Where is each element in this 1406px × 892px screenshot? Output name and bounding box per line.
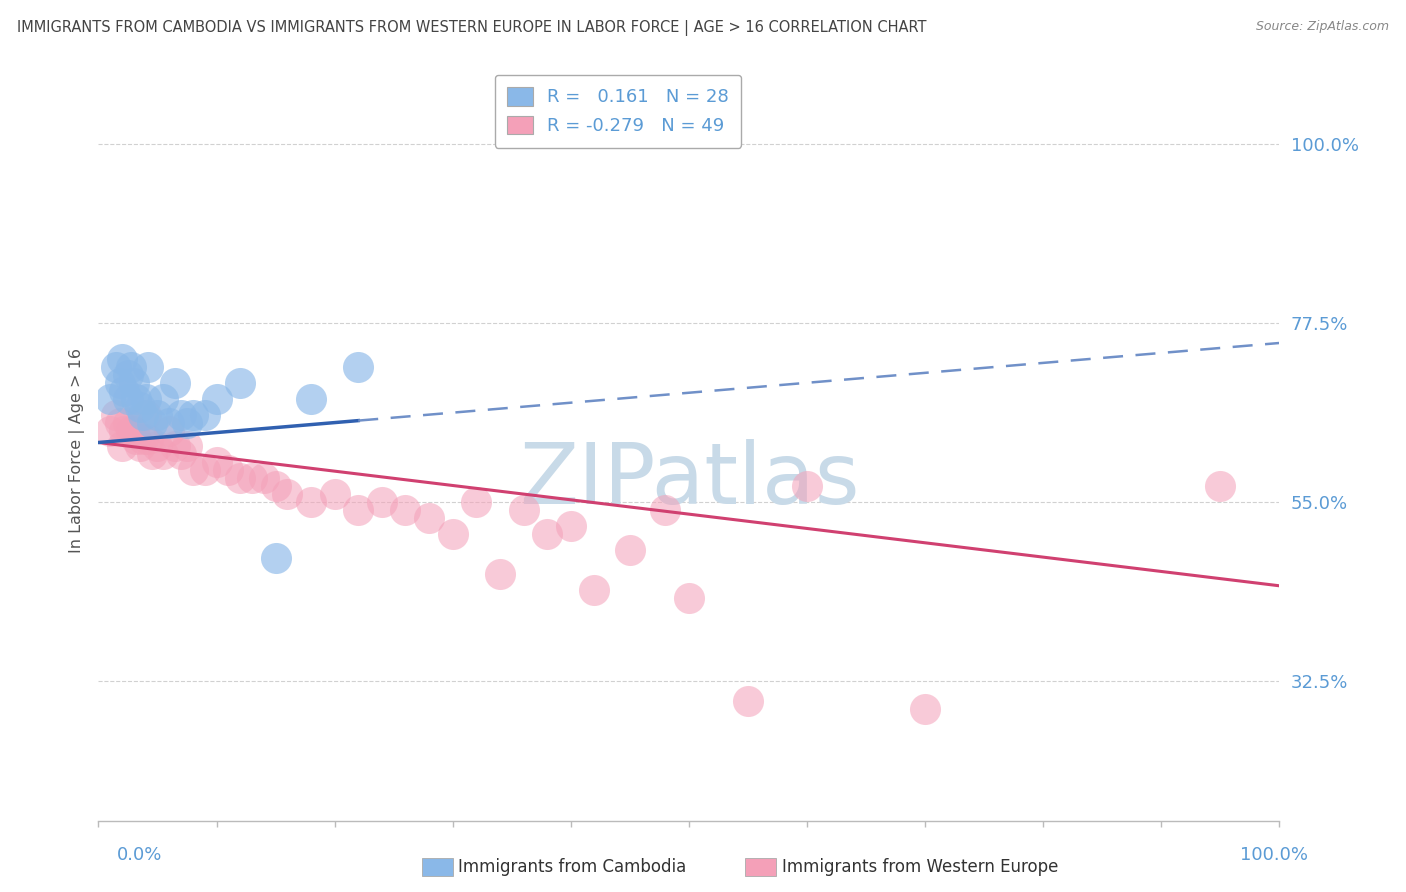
- Point: [418, 511, 440, 525]
- Point: [122, 376, 145, 390]
- Point: [108, 376, 131, 390]
- Point: [914, 702, 936, 716]
- Point: [583, 582, 606, 597]
- Point: [165, 376, 187, 390]
- Point: [112, 384, 135, 398]
- Point: [240, 471, 263, 485]
- Point: [141, 447, 163, 461]
- Point: [176, 416, 198, 430]
- Point: [157, 416, 180, 430]
- Point: [128, 440, 150, 454]
- Point: [205, 455, 228, 469]
- Point: [132, 408, 155, 422]
- Point: [125, 432, 148, 446]
- Point: [117, 392, 139, 406]
- Point: [117, 368, 139, 382]
- Point: [122, 424, 145, 438]
- Point: [299, 495, 322, 509]
- Point: [170, 447, 193, 461]
- Point: [141, 416, 163, 430]
- Point: [737, 694, 759, 708]
- Point: [146, 408, 169, 422]
- Point: [394, 503, 416, 517]
- Point: [299, 392, 322, 406]
- Text: 100.0%: 100.0%: [1240, 846, 1308, 863]
- Point: [111, 351, 134, 366]
- Point: [132, 432, 155, 446]
- Point: [465, 495, 488, 509]
- Point: [536, 527, 558, 541]
- Point: [264, 479, 287, 493]
- Point: [229, 471, 252, 485]
- Point: [176, 440, 198, 454]
- Text: Immigrants from Cambodia: Immigrants from Cambodia: [458, 858, 686, 876]
- Point: [112, 424, 135, 438]
- Point: [136, 432, 159, 446]
- Point: [136, 359, 159, 374]
- Text: IMMIGRANTS FROM CAMBODIA VS IMMIGRANTS FROM WESTERN EUROPE IN LABOR FORCE | AGE : IMMIGRANTS FROM CAMBODIA VS IMMIGRANTS F…: [17, 20, 927, 36]
- Point: [371, 495, 394, 509]
- Point: [194, 408, 217, 422]
- Point: [121, 359, 143, 374]
- Point: [165, 440, 187, 454]
- Point: [152, 392, 174, 406]
- Point: [181, 408, 204, 422]
- Point: [105, 408, 128, 422]
- Point: [253, 471, 276, 485]
- Point: [347, 359, 370, 374]
- Point: [170, 408, 193, 422]
- Point: [152, 447, 174, 461]
- Point: [108, 416, 131, 430]
- Point: [217, 463, 239, 477]
- Point: [98, 424, 121, 438]
- Point: [194, 463, 217, 477]
- Text: 0.0%: 0.0%: [117, 846, 162, 863]
- Legend: R =   0.161   N = 28, R = -0.279   N = 49: R = 0.161 N = 28, R = -0.279 N = 49: [495, 75, 741, 147]
- Point: [276, 487, 298, 501]
- Point: [796, 479, 818, 493]
- Point: [229, 376, 252, 390]
- Point: [678, 591, 700, 605]
- Text: ZIPatlas: ZIPatlas: [519, 439, 859, 522]
- Y-axis label: In Labor Force | Age > 16: In Labor Force | Age > 16: [69, 348, 84, 553]
- Point: [98, 392, 121, 406]
- Point: [323, 487, 346, 501]
- Point: [512, 503, 534, 517]
- Point: [125, 392, 148, 406]
- Point: [619, 543, 641, 558]
- Point: [489, 566, 512, 581]
- Point: [105, 359, 128, 374]
- Point: [111, 440, 134, 454]
- Point: [157, 424, 180, 438]
- Point: [264, 550, 287, 565]
- Text: Immigrants from Western Europe: Immigrants from Western Europe: [782, 858, 1059, 876]
- Point: [347, 503, 370, 517]
- Point: [205, 392, 228, 406]
- Point: [181, 463, 204, 477]
- Point: [1209, 479, 1232, 493]
- Point: [121, 424, 143, 438]
- Point: [128, 400, 150, 414]
- Point: [117, 416, 139, 430]
- Point: [135, 392, 157, 406]
- Point: [560, 519, 582, 533]
- Point: [654, 503, 676, 517]
- Point: [146, 440, 169, 454]
- Text: Source: ZipAtlas.com: Source: ZipAtlas.com: [1256, 20, 1389, 33]
- Point: [135, 408, 157, 422]
- Point: [441, 527, 464, 541]
